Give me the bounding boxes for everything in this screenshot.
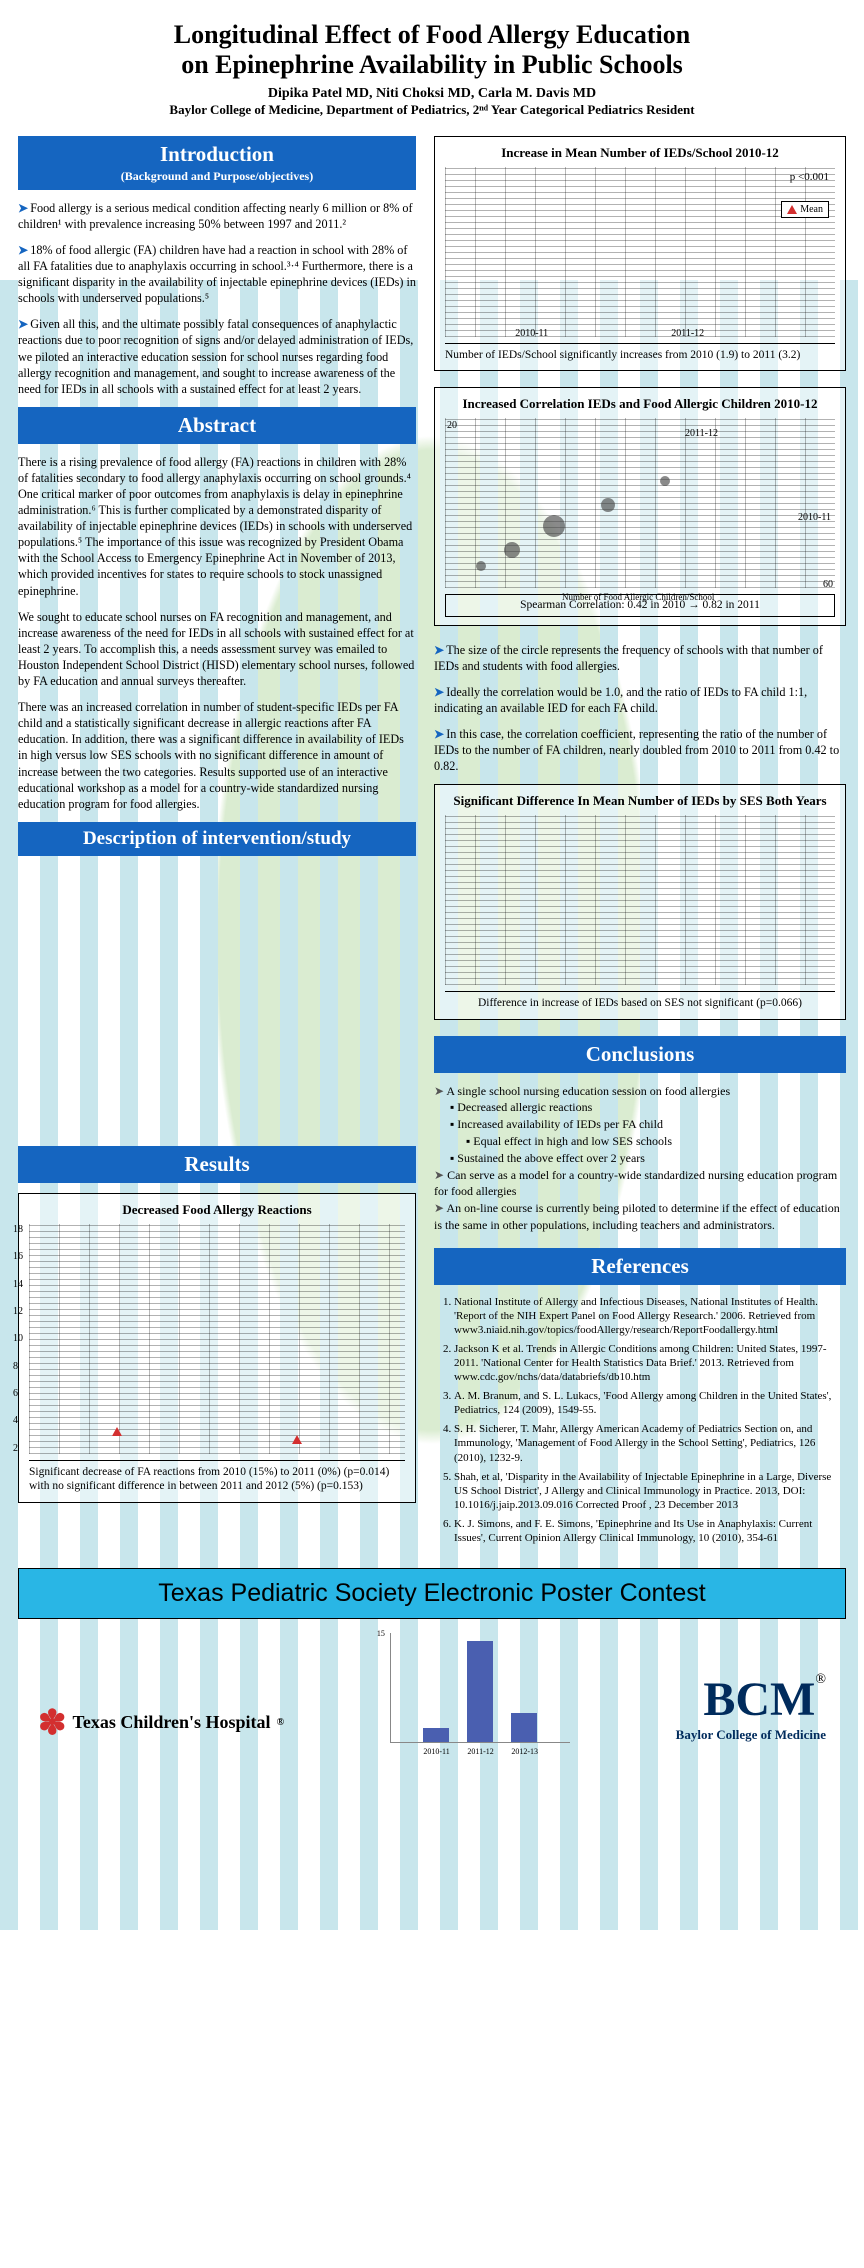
header-results: Results xyxy=(18,1146,416,1183)
chart-correlation-title: Increased Correlation IEDs and Food Alle… xyxy=(445,396,835,412)
affiliation: Baylor College of Medicine, Department o… xyxy=(18,102,846,118)
conclusion-item: Decreased allergic reactions xyxy=(450,1099,846,1116)
header-introduction: Introduction (Background and Purpose/obj… xyxy=(18,136,416,190)
chart-reactions: Decreased Food Allergy Reactions 18 16 1… xyxy=(18,1193,416,1503)
logo-tch: ✽ Texas Children's Hospital® xyxy=(38,1703,284,1743)
reference-item: A. M. Branum, and S. L. Lukacs, 'Food Al… xyxy=(454,1389,846,1417)
chart2-note-3: ➤In this case, the correlation coefficie… xyxy=(434,726,846,774)
abstract-para-2: We sought to educate school nurses on FA… xyxy=(18,609,416,689)
intro-para-2: ➤18% of food allergic (FA) children have… xyxy=(18,242,416,306)
header-conclusions: Conclusions xyxy=(434,1036,846,1073)
conclusions-list: A single school nursing education sessio… xyxy=(434,1083,846,1234)
reference-item: Jackson K et al. Trends in Allergic Cond… xyxy=(454,1342,846,1384)
chart-ieds-mean: Increase in Mean Number of IEDs/School 2… xyxy=(434,136,846,371)
chart-ieds-mean-body: p <0.001 Mean 2010-11 2011-12 xyxy=(445,167,835,337)
chart-ieds-pval: p <0.001 xyxy=(790,171,829,183)
chart2-note-2: ➤Ideally the correlation would be 1.0, a… xyxy=(434,684,846,716)
main-title-line1: Longitudinal Effect of Food Allergy Educ… xyxy=(18,20,846,50)
logos-row: ✽ Texas Children's Hospital® 15 2010-11 … xyxy=(18,1633,846,1763)
intro-para-3: ➤Given all this, and the ultimate possib… xyxy=(18,316,416,396)
references-list: National Institute of Allergy and Infect… xyxy=(434,1295,846,1545)
chart-reactions-caption: Significant decrease of FA reactions fro… xyxy=(29,1460,405,1494)
header-abstract: Abstract xyxy=(18,407,416,444)
chart-ses-caption: Difference in increase of IEDs based on … xyxy=(445,991,835,1010)
chart-ieds-mean-caption: Number of IEDs/School significantly incr… xyxy=(445,343,835,362)
logo-bcm: BCM® Baylor College of Medicine xyxy=(676,1672,826,1743)
chart-reactions-title: Decreased Food Allergy Reactions xyxy=(29,1202,405,1218)
main-title-line2: on Epinephrine Availability in Public Sc… xyxy=(18,50,846,80)
conclusion-item: Equal effect in high and low SES schools xyxy=(466,1133,846,1150)
chart-ses: Significant Difference In Mean Number of… xyxy=(434,784,846,1019)
mini-bar-chart: 15 2010-11 2011-12 2012-13 xyxy=(390,1633,570,1743)
triangle-marker-icon xyxy=(292,1435,302,1444)
footer-banner: Texas Pediatric Society Electronic Poste… xyxy=(18,1568,846,1619)
conclusion-item: An on-line course is currently being pil… xyxy=(434,1200,846,1234)
triangle-marker-icon xyxy=(112,1427,122,1436)
header-references: References xyxy=(434,1248,846,1285)
chart-correlation: Increased Correlation IEDs and Food Alle… xyxy=(434,387,846,625)
chart-ieds-mean-title: Increase in Mean Number of IEDs/School 2… xyxy=(445,145,835,161)
chart2-note-1: ➤The size of the circle represents the f… xyxy=(434,642,846,674)
title-block: Longitudinal Effect of Food Allergy Educ… xyxy=(18,20,846,118)
chart-ses-body xyxy=(445,815,835,985)
conclusion-item: Can serve as a model for a country-wide … xyxy=(434,1167,846,1201)
reference-item: K. J. Simons, and F. E. Simons, 'Epineph… xyxy=(454,1517,846,1545)
chart-correlation-body: 20 2011-12 2010-11 Number of Food Allerg… xyxy=(445,418,835,588)
chart-reactions-body: 18 16 14 12 10 8 6 4 2 xyxy=(29,1224,405,1454)
abstract-para-1: There is a rising prevalence of food all… xyxy=(18,454,416,599)
chart-ses-title: Significant Difference In Mean Number of… xyxy=(445,793,835,809)
conclusion-item: Increased availability of IEDs per FA ch… xyxy=(450,1116,846,1133)
abstract-para-3: There was an increased correlation in nu… xyxy=(18,699,416,812)
conclusion-item: Sustained the above effect over 2 years xyxy=(450,1150,846,1167)
mean-legend: Mean xyxy=(781,201,829,218)
reference-item: Shah, et al, 'Disparity in the Availabil… xyxy=(454,1470,846,1512)
reference-item: S. H. Sicherer, T. Mahr, Allergy America… xyxy=(454,1422,846,1464)
reference-item: National Institute of Allergy and Infect… xyxy=(454,1295,846,1337)
tch-flower-icon: ✽ xyxy=(38,1703,67,1743)
intro-para-1: ➤Food allergy is a serious medical condi… xyxy=(18,200,416,232)
conclusion-item: A single school nursing education sessio… xyxy=(434,1083,846,1100)
header-introduction-subtitle: (Background and Purpose/objectives) xyxy=(26,169,408,184)
authors: Dipika Patel MD, Niti Choksi MD, Carla M… xyxy=(18,86,846,102)
header-description: Description of intervention/study xyxy=(18,822,416,856)
header-introduction-title: Introduction xyxy=(160,142,274,166)
triangle-icon xyxy=(787,205,797,214)
